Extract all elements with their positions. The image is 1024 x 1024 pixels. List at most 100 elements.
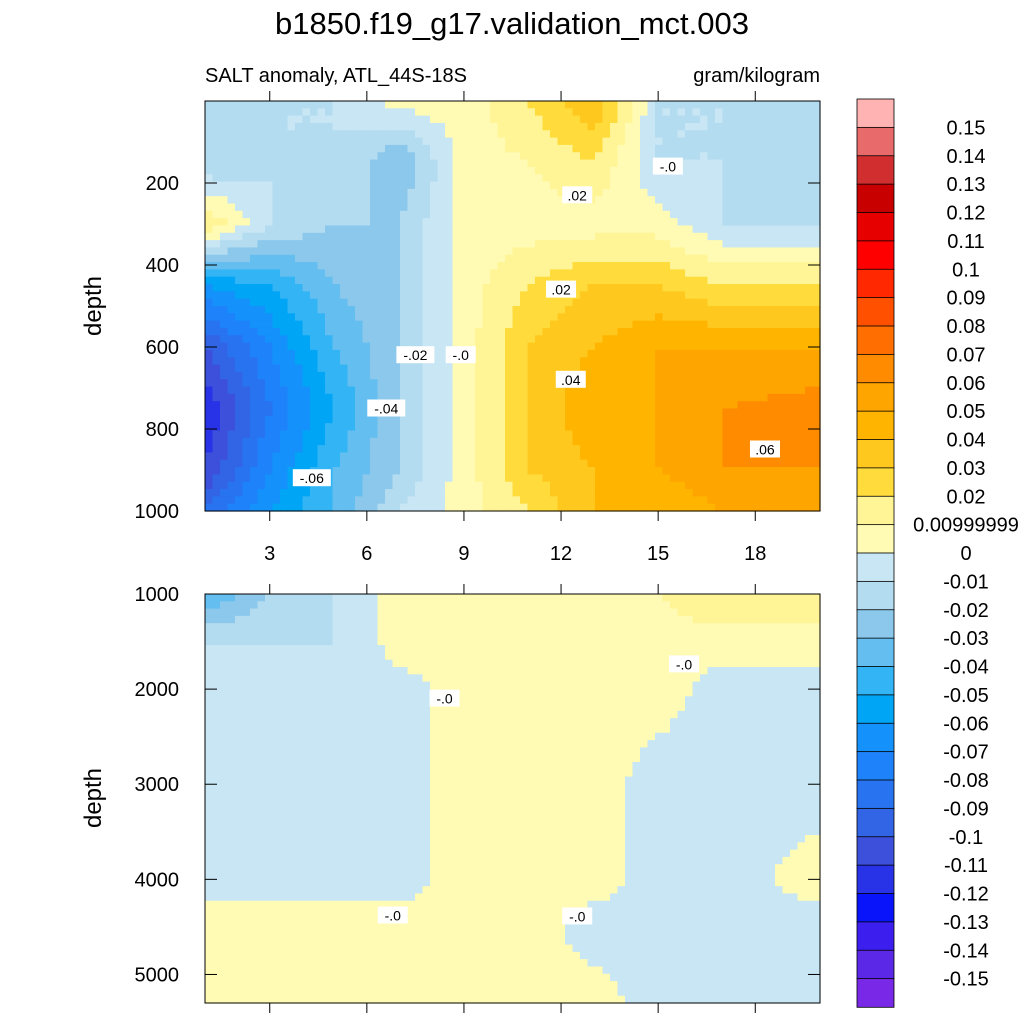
field-cell [595,437,604,446]
field-cell [692,166,701,175]
field-cell [235,423,244,432]
field-cell [347,503,356,512]
field-cell [520,467,529,475]
field-cell [430,430,439,439]
field-cell [310,240,319,249]
field-cell [295,386,304,395]
field-cell [257,144,266,153]
field-cell [467,108,476,117]
field-cell [407,181,416,190]
field-cell [310,196,319,205]
field-cell [640,108,649,117]
field-cell [790,247,799,256]
field-cell [340,284,349,292]
field-cell [497,474,506,483]
field-cell [377,615,386,624]
field-cell [775,174,784,183]
field-cell [730,188,739,197]
field-cell [752,364,761,373]
field-cell [655,594,664,602]
field-cell [557,601,566,610]
field-cell [632,357,641,366]
field-cell [662,601,671,610]
field-cell [707,101,716,109]
field-cell [415,423,424,432]
field-cell [505,445,514,454]
field-cell [445,254,454,263]
field-cell [737,335,746,344]
field-cell [520,371,529,380]
field-cell [557,122,566,131]
field-cell [595,430,604,439]
field-cell [767,459,776,468]
field-cell [595,615,604,624]
field-cell [392,276,401,285]
field-cell [460,335,469,344]
field-cell [557,393,566,402]
field-cell [235,247,244,256]
field-cell [220,181,229,190]
field-cell [280,430,289,439]
field-cell [250,623,259,632]
field-cell [572,401,581,410]
field-cell [580,408,589,417]
field-cell [505,437,514,446]
field-cell [677,467,686,475]
field-cell [670,144,679,153]
field-cell [730,393,739,402]
field-cell [430,196,439,205]
field-cell [685,166,694,175]
field-cell [497,203,506,212]
field-cell [655,218,664,227]
field-cell [280,108,289,117]
field-cell [310,122,319,131]
field-cell [550,152,559,161]
field-cell [497,298,506,307]
field-cell [512,196,521,205]
field-cell [790,496,799,505]
field-cell [220,601,229,610]
field-cell [437,122,446,131]
field-cell [475,601,484,610]
field-cell [227,615,236,624]
field-cell [355,601,364,610]
field-cell [602,232,611,241]
field-cell [610,291,619,300]
field-cell [392,101,401,109]
field-cell [400,496,409,505]
field-cell [752,489,761,497]
field-cell [700,181,709,190]
field-cell [692,320,701,329]
field-cell [302,225,311,234]
field-cell [677,210,686,219]
field-cell [767,335,776,344]
field-cell [370,445,379,454]
field-cell [317,430,326,439]
field-cell [332,320,341,329]
field-cell [467,393,476,402]
field-cell [385,269,394,278]
field-cell [242,335,251,344]
field-cell [257,379,266,388]
y-tick-label: 600 [146,337,179,359]
field-cell [587,474,596,483]
field-cell [475,452,484,461]
field-cell [205,393,214,402]
field-cell [347,262,356,270]
field-cell [640,203,649,212]
field-cell [392,327,401,336]
field-cell [377,393,386,402]
field-cell [287,240,296,249]
field-cell [520,306,529,314]
field-cell [497,379,506,388]
field-cell [557,159,566,168]
field-cell [347,181,356,190]
field-cell [400,615,409,624]
field-cell [557,218,566,227]
field-cell [370,430,379,439]
field-cell [287,291,296,300]
field-cell [205,240,214,249]
field-cell [617,594,626,602]
field-cell [805,415,814,424]
field-cell [812,262,821,270]
